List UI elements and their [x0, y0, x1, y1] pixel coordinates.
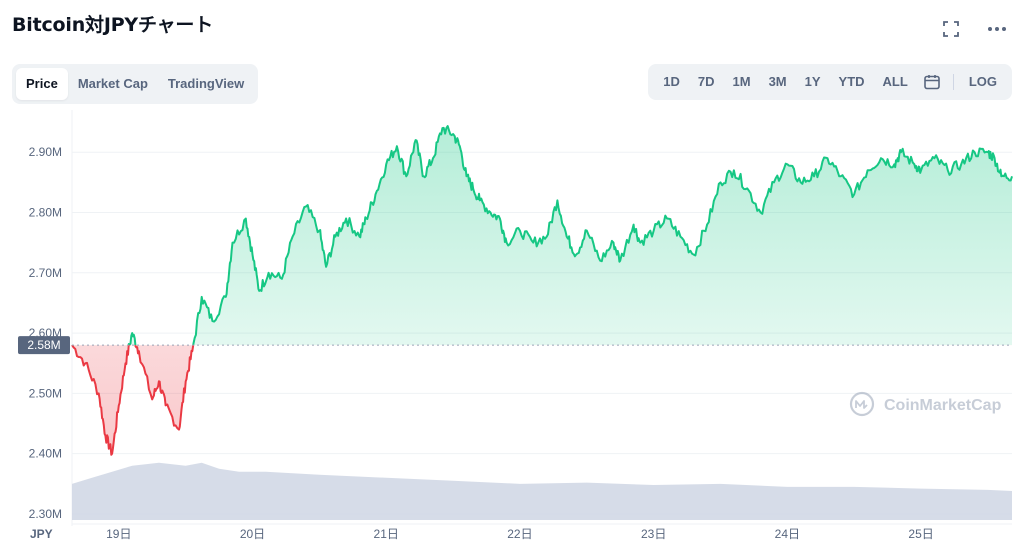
price-area-up — [72, 126, 1012, 346]
price-area-down — [72, 345, 194, 455]
range-1d-button[interactable]: 1D — [663, 74, 680, 89]
x-axis: 19日 20日 21日 22日 23日 24日 25日 JPY — [30, 527, 934, 541]
range-all-button[interactable]: ALL — [882, 74, 908, 89]
range-3m-button[interactable]: 3M — [768, 74, 787, 89]
range-divider — [952, 74, 954, 90]
tab-tradingview[interactable]: TradingView — [167, 76, 245, 91]
chart-type-tabs: Price Market Cap TradingView — [12, 64, 259, 104]
watermark-text: CoinMarketCap — [884, 397, 1002, 414]
y-tick-label: 2.90M — [29, 145, 62, 159]
volume-area — [72, 462, 1012, 520]
price-line-up — [71, 125, 1013, 346]
baseline-label-tag: 2.58M — [18, 336, 70, 355]
y-tick-label: 2.30M — [29, 507, 62, 521]
range-1y-button[interactable]: 1Y — [804, 74, 821, 89]
x-tick-label: 24日 — [775, 527, 800, 541]
more-horizontal-icon[interactable] — [986, 18, 1008, 40]
currency-label: JPY — [30, 527, 53, 541]
y-tick-label: 2.40M — [29, 447, 62, 461]
expand-icon[interactable] — [940, 18, 962, 40]
x-tick-label: 23日 — [641, 527, 666, 541]
tab-price[interactable]: Price — [16, 68, 68, 100]
range-ytd-button[interactable]: YTD — [838, 74, 865, 89]
y-tick-label: 2.80M — [29, 206, 62, 220]
baseline-label: 2.58M — [27, 338, 60, 352]
x-tick-label: 25日 — [908, 527, 933, 541]
coinmarketcap-logo-icon — [849, 391, 875, 417]
watermark: CoinMarketCap — [849, 391, 1002, 417]
y-tick-label: 2.70M — [29, 266, 62, 280]
top-actions — [940, 18, 1008, 40]
range-1m-button[interactable]: 1M — [732, 74, 751, 89]
range-7d-button[interactable]: 7D — [697, 74, 715, 89]
x-tick-label: 21日 — [374, 527, 399, 541]
x-tick-label: 19日 — [106, 527, 131, 541]
tab-market-cap[interactable]: Market Cap — [77, 76, 148, 91]
page-title: Bitcoin対JPYチャート — [12, 14, 213, 36]
x-tick-label: 20日 — [240, 527, 265, 541]
log-scale-toggle[interactable]: LOG — [968, 74, 997, 89]
time-range-selector: 1D 7D 1M 3M 1Y YTD ALL LOG — [648, 64, 1012, 100]
x-tick-label: 22日 — [507, 527, 532, 541]
y-tick-label: 2.50M — [29, 386, 62, 400]
calendar-icon[interactable] — [917, 68, 947, 96]
